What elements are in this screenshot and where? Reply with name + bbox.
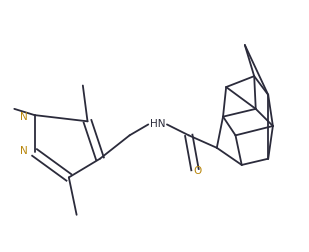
- Text: N: N: [20, 112, 28, 122]
- Text: O: O: [193, 166, 201, 176]
- Text: HN: HN: [150, 119, 165, 130]
- Text: N: N: [20, 146, 28, 156]
